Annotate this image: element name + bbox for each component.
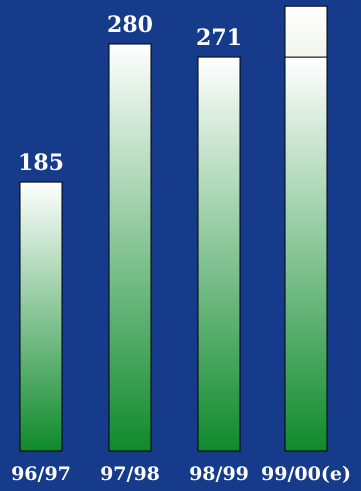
value-label: 271	[196, 25, 242, 51]
bar-98-99	[197, 56, 241, 452]
category-label: 98/99	[189, 463, 249, 485]
value-label: 185	[18, 150, 64, 176]
category-label: 96/97	[11, 463, 71, 485]
bars-group: 185 96/97 280 97/98 271 98/99 99/00(e)	[11, 5, 351, 485]
bar-estimate-segment	[284, 5, 328, 58]
category-label: 97/98	[100, 463, 160, 485]
bar-96-97	[19, 181, 63, 452]
bar-99-00-e-	[284, 56, 328, 452]
bar-97-98	[108, 43, 152, 452]
category-label: 99/00(e)	[261, 463, 351, 485]
value-label: 280	[107, 12, 153, 38]
